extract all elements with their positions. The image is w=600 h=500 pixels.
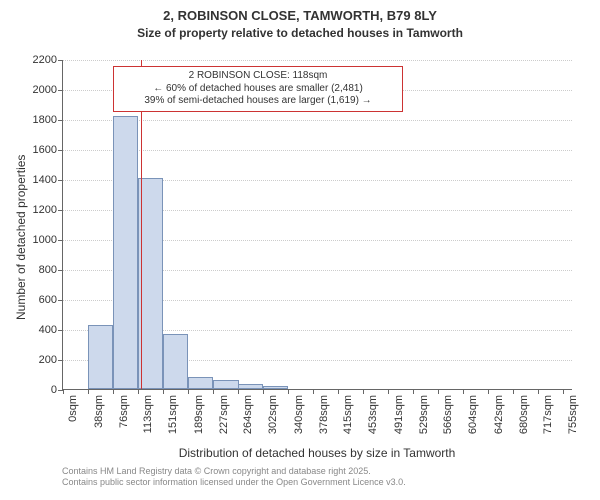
histogram-bar	[163, 334, 188, 390]
xtick-mark	[438, 389, 439, 394]
annotation-box: 2 ROBINSON CLOSE: 118sqm← 60% of detache…	[113, 66, 403, 112]
gridline	[63, 120, 572, 121]
ytick-mark	[58, 60, 63, 61]
xtick-mark	[63, 389, 64, 394]
xtick-mark	[163, 389, 164, 394]
xtick-mark	[413, 389, 414, 394]
ytick-mark	[58, 210, 63, 211]
histogram-bar	[88, 325, 113, 390]
plot-area: 0200400600800100012001400160018002000220…	[62, 60, 572, 390]
xtick-mark	[363, 389, 364, 394]
xtick-label: 680sqm	[518, 395, 530, 434]
xtick-mark	[263, 389, 264, 394]
xtick-mark	[338, 389, 339, 394]
chart-container: 2, ROBINSON CLOSE, TAMWORTH, B79 8LY Siz…	[0, 0, 600, 500]
ytick-label: 1000	[33, 234, 57, 246]
xtick-mark	[238, 389, 239, 394]
y-axis-label: Number of detached properties	[14, 155, 28, 320]
annotation-line1: 2 ROBINSON CLOSE: 118sqm	[120, 70, 396, 83]
xtick-mark	[388, 389, 389, 394]
xtick-label: 340sqm	[293, 395, 305, 434]
ytick-mark	[58, 150, 63, 151]
ytick-mark	[58, 330, 63, 331]
ytick-label: 1400	[33, 174, 57, 186]
credits-line1: Contains HM Land Registry data © Crown c…	[62, 466, 600, 477]
xtick-label: 755sqm	[567, 395, 579, 434]
ytick-mark	[58, 120, 63, 121]
histogram-bar	[213, 380, 238, 389]
xtick-label: 642sqm	[493, 395, 505, 434]
xtick-label: 0sqm	[67, 395, 79, 422]
gridline	[63, 150, 572, 151]
xtick-label: 227sqm	[218, 395, 230, 434]
xtick-mark	[213, 389, 214, 394]
ytick-mark	[58, 300, 63, 301]
xtick-label: 113sqm	[142, 395, 154, 433]
ytick-label: 200	[39, 354, 57, 366]
ytick-mark	[58, 90, 63, 91]
ytick-mark	[58, 360, 63, 361]
xtick-label: 529sqm	[418, 395, 430, 434]
xtick-mark	[513, 389, 514, 394]
histogram-bar	[188, 377, 213, 389]
ytick-label: 1800	[33, 114, 57, 126]
xtick-mark	[88, 389, 89, 394]
xtick-label: 566sqm	[442, 395, 454, 434]
xtick-label: 604sqm	[467, 395, 479, 434]
xtick-label: 76sqm	[118, 395, 130, 428]
annotation-line3: 39% of semi-detached houses are larger (…	[120, 95, 396, 108]
ytick-label: 1600	[33, 144, 57, 156]
xtick-mark	[463, 389, 464, 394]
xtick-label: 302sqm	[267, 395, 279, 434]
xtick-mark	[538, 389, 539, 394]
ytick-label: 1200	[33, 204, 57, 216]
xtick-label: 491sqm	[393, 395, 405, 434]
ytick-mark	[58, 270, 63, 271]
ytick-label: 0	[51, 384, 57, 396]
title-line1: 2, ROBINSON CLOSE, TAMWORTH, B79 8LY	[0, 8, 600, 23]
x-axis-label: Distribution of detached houses by size …	[62, 446, 572, 460]
ytick-label: 600	[39, 294, 57, 306]
xtick-label: 415sqm	[342, 395, 354, 434]
ytick-label: 400	[39, 324, 57, 336]
histogram-bar	[113, 116, 138, 389]
xtick-label: 38sqm	[93, 395, 105, 428]
ytick-mark	[58, 180, 63, 181]
xtick-label: 189sqm	[193, 395, 205, 434]
xtick-mark	[563, 389, 564, 394]
xtick-label: 378sqm	[318, 395, 330, 434]
xtick-mark	[138, 389, 139, 394]
gridline	[63, 60, 572, 61]
histogram-bar	[238, 384, 263, 389]
xtick-mark	[113, 389, 114, 394]
title-line2: Size of property relative to detached ho…	[0, 26, 600, 40]
xtick-mark	[188, 389, 189, 394]
xtick-label: 151sqm	[167, 395, 179, 434]
annotation-line2: ← 60% of detached houses are smaller (2,…	[120, 83, 396, 96]
ytick-mark	[58, 240, 63, 241]
credits-line2: Contains public sector information licen…	[62, 477, 600, 488]
xtick-label: 453sqm	[367, 395, 379, 434]
xtick-mark	[488, 389, 489, 394]
xtick-label: 264sqm	[242, 395, 254, 434]
histogram-bar	[263, 386, 288, 389]
xtick-mark	[313, 389, 314, 394]
xtick-mark	[288, 389, 289, 394]
ytick-label: 800	[39, 264, 57, 276]
credits: Contains HM Land Registry data © Crown c…	[62, 466, 600, 489]
ytick-label: 2000	[33, 84, 57, 96]
ytick-label: 2200	[33, 54, 57, 66]
xtick-label: 717sqm	[542, 395, 554, 434]
